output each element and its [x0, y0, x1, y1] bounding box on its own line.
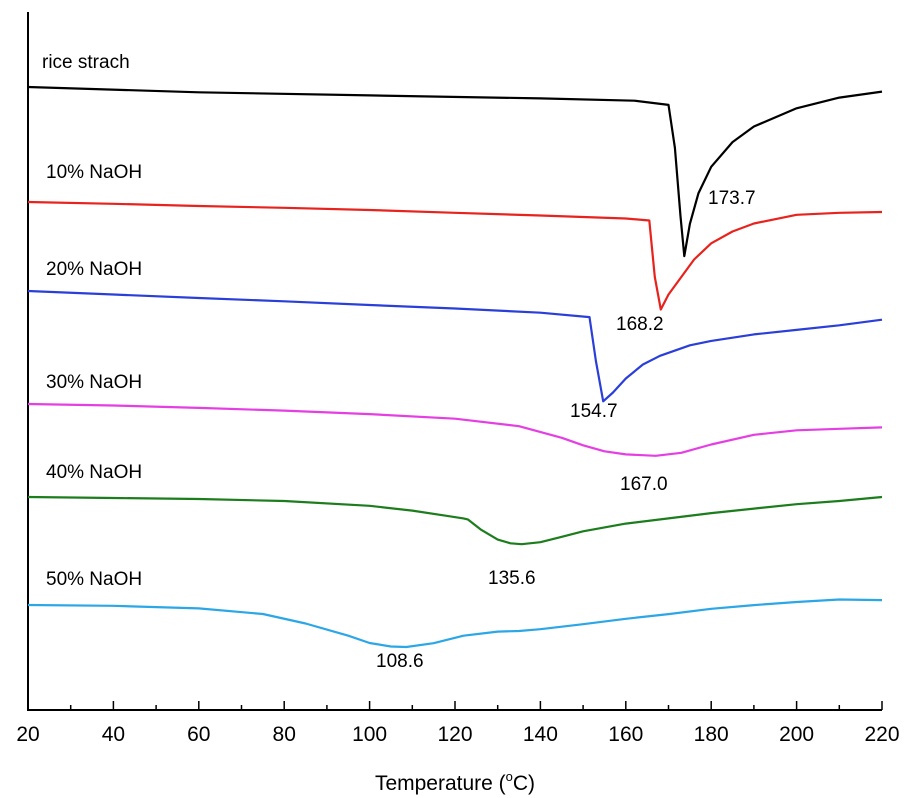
series-name-label: 30% NaOH: [46, 372, 142, 393]
x-axis-title-main: Temperature (: [375, 772, 506, 795]
x-tick-label: 220: [864, 723, 899, 746]
x-tick-label: 60: [187, 723, 210, 746]
x-tick-label: 180: [694, 723, 729, 746]
x-axis-title: Temperature (oC): [375, 769, 535, 795]
x-ticks: [27, 701, 883, 710]
x-axis-title-unit: C): [513, 772, 535, 795]
x-tick-label: 20: [16, 723, 39, 746]
x-tick-label: 140: [523, 723, 558, 746]
series-curves: [27, 85, 883, 649]
peak-temperature-label: 135.6: [488, 568, 536, 589]
peak-temperature-label: 154.7: [570, 401, 618, 422]
series-name-label: 40% NaOH: [46, 462, 142, 483]
x-tick-label: 160: [608, 723, 643, 746]
x-tick-label: 200: [779, 723, 814, 746]
x-tick-labels: 20 40 60 80 100 120 140 160 180 200 220: [16, 723, 899, 746]
series-labels: rice strach 10% NaOH 20% NaOH 30% NaOH 40% N…: [42, 52, 142, 590]
series-curve: [27, 495, 883, 546]
series-curve: [27, 402, 883, 457]
series-name-label: 10% NaOH: [46, 162, 142, 183]
x-tick-label: 100: [352, 723, 387, 746]
series-curve: [27, 200, 883, 311]
series-curve: [27, 85, 883, 258]
series-name-label: 50% NaOH: [46, 569, 142, 590]
x-tick-label: 80: [273, 723, 296, 746]
peak-temperature-label: 108.6: [376, 651, 424, 672]
series-curve: [27, 289, 883, 403]
x-axis-title-sup: o: [506, 769, 513, 784]
series-name-label: 20% NaOH: [46, 259, 142, 280]
peak-temperature-label: 173.7: [708, 188, 756, 209]
series-curve: [27, 598, 883, 649]
series-name-label: rice strach: [42, 52, 130, 73]
peak-labels: 173.7 168.2 154.7 167.0 135.6 108.6: [376, 188, 756, 672]
peak-temperature-label: 168.2: [616, 314, 664, 335]
peak-temperature-label: 167.0: [620, 474, 668, 495]
x-tick-label: 120: [437, 723, 472, 746]
x-tick-label: 40: [102, 723, 125, 746]
